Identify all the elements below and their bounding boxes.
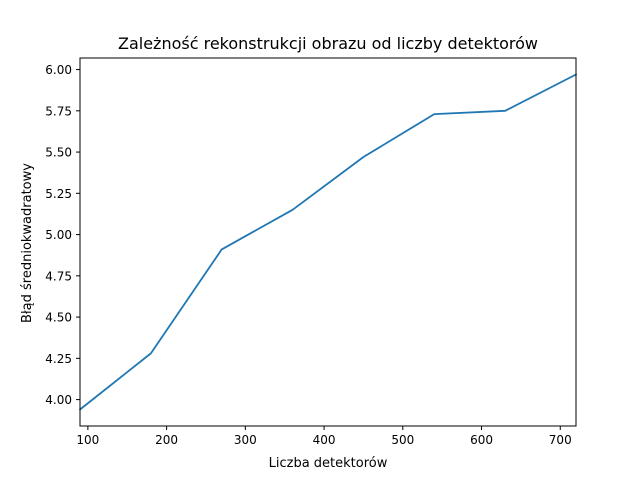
x-tick-label: 600 <box>470 433 493 447</box>
chart-title: Zależność rekonstrukcji obrazu od liczby… <box>118 34 538 53</box>
series-line-0 <box>79 73 577 411</box>
y-tick-label: 5.50 <box>45 146 72 160</box>
x-tick-label: 200 <box>155 433 178 447</box>
y-tick-label: 4.25 <box>45 352 72 366</box>
plot-area: 100 200 300 400 500 600 700 4.00 4.25 4.50 4.75 5.0… <box>45 57 577 447</box>
x-tick-label: 400 <box>313 433 336 447</box>
y-tick-label: 5.00 <box>45 228 72 242</box>
x-axis-label: Liczba detektorów <box>269 456 388 471</box>
x-tick-label: 100 <box>76 433 99 447</box>
plot-frame <box>79 57 577 427</box>
y-tick-label: 4.50 <box>45 311 72 325</box>
y-tick-label: 5.25 <box>45 187 72 201</box>
y-tick-label: 5.75 <box>45 104 72 118</box>
x-tick-label: 500 <box>391 433 414 447</box>
x-tick-label: 300 <box>234 433 257 447</box>
y-tick-label: 4.00 <box>45 393 72 407</box>
y-tick-label: 6.00 <box>45 63 72 77</box>
x-tick-label: 700 <box>549 433 572 447</box>
y-axis-label: Błąd średniokwadratowy <box>20 163 35 323</box>
y-tick-label: 4.75 <box>45 269 72 283</box>
